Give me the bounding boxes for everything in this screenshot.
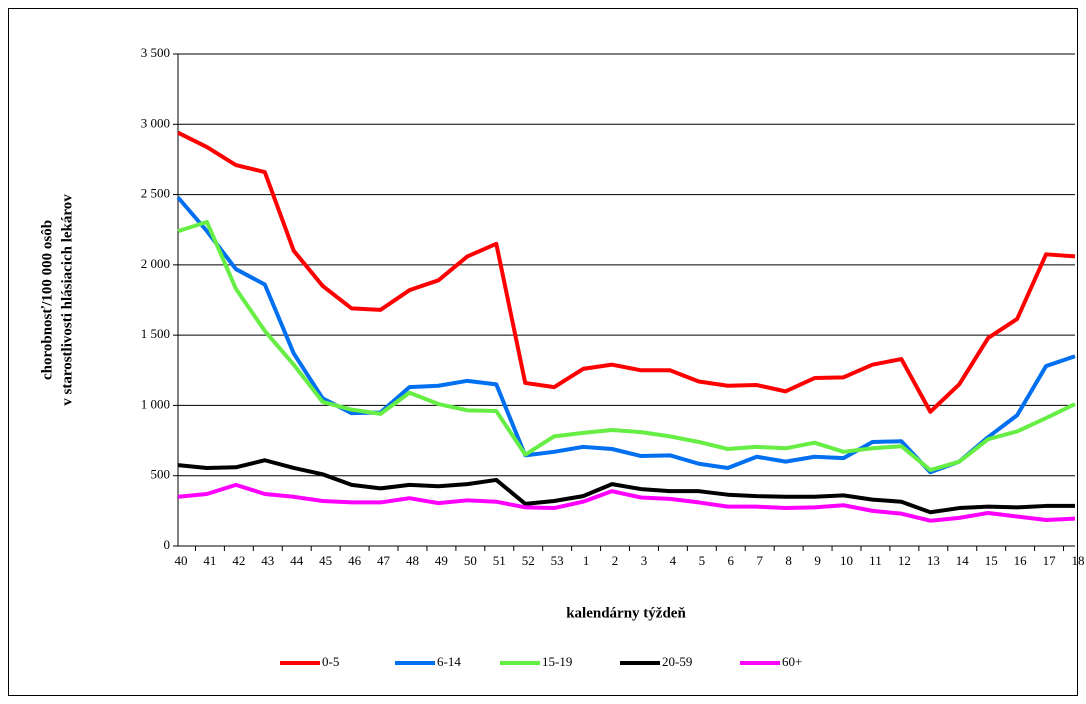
x-tick-label: 17	[1043, 553, 1057, 568]
x-tick-label: 11	[869, 553, 882, 568]
legend-label: 20-59	[662, 654, 692, 669]
x-tick-label: 12	[898, 553, 911, 568]
y-tick-label: 2 500	[141, 186, 170, 201]
x-tick-label: 53	[551, 553, 564, 568]
x-tick-label: 2	[612, 553, 619, 568]
series-line	[177, 219, 1076, 473]
x-tick-label: 42	[232, 553, 245, 568]
x-tick-label: 46	[348, 553, 362, 568]
x-tick-label: 9	[814, 553, 821, 568]
series-line	[177, 130, 1076, 414]
x-tick-label: 50	[464, 553, 477, 568]
x-tick-label: 45	[319, 553, 332, 568]
x-tick-label: 7	[756, 553, 763, 568]
x-tick-label: 5	[699, 553, 706, 568]
y-tick-label: 3 000	[141, 115, 170, 130]
y-tick-label: 3 500	[141, 45, 170, 60]
x-tick-label: 41	[203, 553, 216, 568]
x-tick-label: 44	[290, 553, 304, 568]
y-tick-label: 0	[164, 537, 171, 552]
x-tick-label: 13	[927, 553, 940, 568]
y-tick-label: 2 000	[141, 256, 170, 271]
chart-border	[8, 8, 1078, 696]
series-line	[177, 482, 1076, 523]
x-tick-label: 3	[641, 553, 648, 568]
series-line	[177, 458, 1075, 515]
x-tick-label: 1	[583, 553, 590, 568]
x-tick-label: 40	[175, 553, 188, 568]
x-tick-label: 6	[728, 553, 735, 568]
x-tick-label: 43	[261, 553, 274, 568]
y-tick-label: 500	[151, 467, 171, 482]
x-axis-label: kalendárny týždeň	[566, 605, 686, 621]
legend-label: 15-19	[542, 654, 572, 669]
x-tick-label: 10	[840, 553, 853, 568]
y-tick-label: 1 500	[141, 326, 170, 341]
x-tick-label: 16	[1014, 553, 1028, 568]
x-tick-label: 4	[670, 553, 677, 568]
x-tick-label: 18	[1072, 553, 1085, 568]
x-tick-label: 52	[522, 553, 535, 568]
legend-label: 0-5	[322, 654, 339, 669]
x-tick-label: 48	[406, 553, 419, 568]
x-tick-label: 14	[956, 553, 970, 568]
x-tick-label: 8	[785, 553, 792, 568]
legend-label: 6-14	[437, 654, 461, 669]
x-tick-label: 51	[493, 553, 506, 568]
legend-label: 60+	[782, 654, 802, 669]
y-tick-label: 1 000	[141, 396, 170, 411]
x-tick-label: 49	[435, 553, 448, 568]
y-axis-label: chorobnosť/100 000 osôb	[39, 220, 55, 380]
y-axis-label: v starostlivosti hlásiacich lekárov	[59, 194, 75, 406]
x-tick-label: 47	[377, 553, 391, 568]
x-tick-label: 15	[985, 553, 998, 568]
